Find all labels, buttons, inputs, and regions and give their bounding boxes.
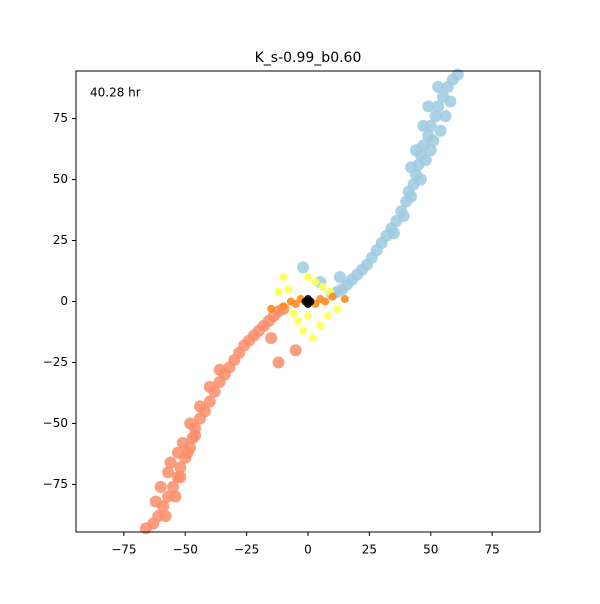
point — [267, 304, 276, 313]
point — [164, 456, 177, 469]
point — [387, 227, 400, 240]
point — [274, 287, 283, 296]
x-tick-label: −50 — [173, 543, 198, 557]
x-tick-label: −75 — [111, 543, 136, 557]
point — [311, 277, 320, 286]
point — [176, 436, 189, 449]
point — [422, 100, 435, 113]
x-tick-label: −25 — [234, 543, 259, 557]
point — [439, 110, 452, 123]
y-tick-label: 0 — [60, 294, 68, 308]
point — [427, 134, 440, 147]
point — [171, 446, 184, 459]
x-tick-label: 25 — [362, 543, 377, 557]
y-tick-label: 25 — [53, 233, 68, 247]
point — [189, 429, 202, 442]
point — [213, 375, 226, 388]
point — [397, 210, 410, 223]
point — [181, 446, 194, 459]
y-tick-label: −25 — [43, 355, 68, 369]
point — [284, 285, 293, 294]
plot-area — [139, 68, 464, 535]
point — [294, 317, 303, 326]
point — [444, 95, 457, 108]
annotation: 40.28 hr — [90, 86, 141, 100]
point — [424, 144, 437, 157]
point — [321, 297, 330, 306]
point — [169, 490, 182, 503]
point — [139, 522, 152, 535]
point — [333, 271, 346, 284]
point — [451, 68, 464, 81]
point — [333, 304, 342, 313]
point — [289, 344, 302, 357]
x-tick-label: 0 — [304, 543, 312, 557]
point — [159, 510, 172, 523]
point — [297, 261, 310, 274]
point — [410, 144, 423, 157]
point — [162, 466, 175, 479]
point — [166, 480, 179, 493]
x-tick-label: 50 — [423, 543, 438, 557]
point — [272, 356, 285, 369]
point — [265, 332, 278, 345]
point — [174, 471, 187, 484]
point — [174, 461, 187, 474]
point — [184, 417, 197, 430]
point — [328, 292, 337, 301]
point — [405, 190, 418, 203]
y-tick-label: 50 — [53, 172, 68, 186]
point — [203, 380, 216, 393]
chart-title: K_s-0.99_b0.60 — [255, 50, 362, 66]
point — [308, 334, 317, 343]
point — [203, 395, 216, 408]
point — [323, 312, 332, 321]
point — [193, 412, 206, 425]
point — [304, 312, 312, 321]
point — [304, 273, 312, 282]
point — [432, 80, 445, 93]
point — [419, 154, 432, 167]
point — [279, 273, 288, 282]
point — [299, 326, 308, 335]
point — [193, 400, 206, 413]
point — [304, 299, 312, 308]
y-tick-label: 75 — [53, 111, 68, 125]
point — [279, 302, 288, 311]
point — [286, 297, 295, 306]
point — [432, 100, 445, 113]
point — [316, 321, 325, 330]
point — [429, 110, 442, 123]
point — [149, 495, 162, 508]
x-tick-label: 75 — [484, 543, 499, 557]
point — [213, 363, 226, 376]
point — [154, 480, 167, 493]
point — [289, 309, 298, 318]
point — [414, 173, 427, 186]
y-tick-label: −75 — [43, 477, 68, 491]
point — [405, 161, 418, 174]
point — [434, 124, 447, 137]
point — [417, 119, 430, 132]
point — [340, 295, 349, 304]
point — [318, 282, 327, 291]
y-tick-label: −50 — [43, 416, 68, 430]
